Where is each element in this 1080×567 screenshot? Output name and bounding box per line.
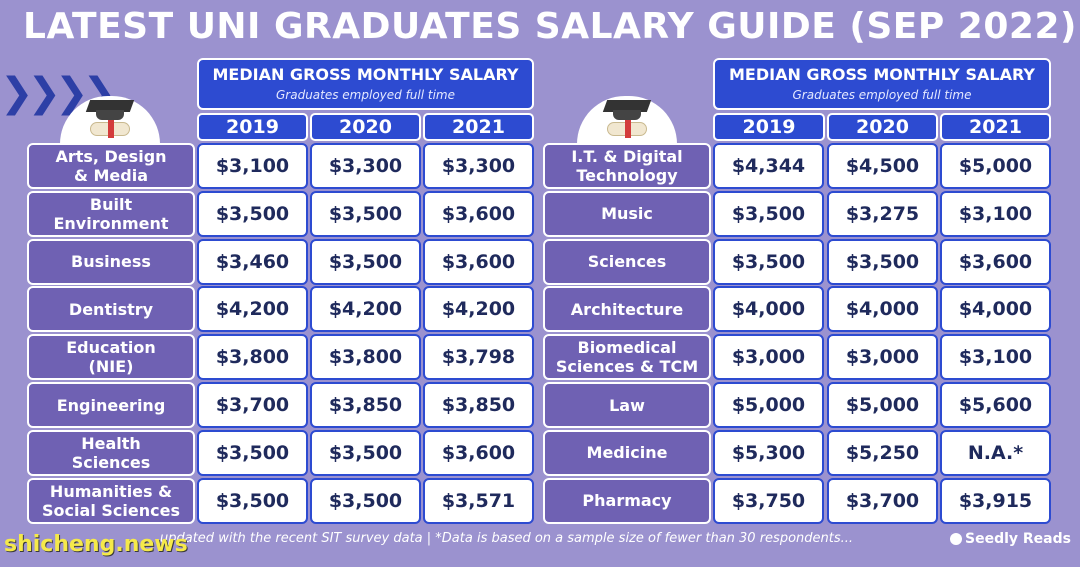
salary-cell: $4,344 [713, 143, 824, 189]
salary-cell: $4,000 [827, 286, 938, 333]
salary-cell: $3,000 [713, 334, 824, 381]
salary-cell: $3,100 [940, 334, 1051, 381]
salary-cell: $3,100 [940, 190, 1051, 237]
field-label: Biomedical Sciences & TCM [543, 334, 711, 381]
salary-cell: $3,500 [827, 238, 938, 285]
salary-cell: $4,200 [310, 286, 421, 333]
salary-cell: $4,200 [197, 286, 308, 333]
brand-name: Seedly Reads [965, 531, 1071, 547]
salary-cell: $3,700 [827, 477, 938, 524]
field-label: Music [543, 190, 711, 237]
header-title: MEDIAN GROSS MONTHLY SALARY [212, 65, 519, 84]
brand-logo: Seedly Reads [950, 531, 1071, 547]
salary-cell: $3,750 [713, 477, 824, 524]
salary-cell: $5,000 [827, 382, 938, 428]
field-label: Health Sciences [27, 429, 195, 476]
field-label: Built Environment [27, 190, 195, 237]
salary-cell: $4,000 [713, 286, 824, 333]
salary-cell: $3,460 [197, 238, 308, 285]
salary-cell: N.A.* [940, 429, 1051, 476]
salary-cell: $3,500 [310, 190, 421, 237]
header-subtitle: Graduates employed full time [792, 88, 972, 102]
field-label: Sciences [543, 238, 711, 285]
salary-cell: $5,250 [827, 429, 938, 476]
salary-cell: $3,915 [940, 477, 1051, 524]
year-header-2019: 2019 [713, 113, 825, 141]
field-label: Dentistry [27, 286, 195, 333]
salary-cell: $3,600 [423, 190, 534, 237]
salary-cell: $3,500 [310, 238, 421, 285]
page-title: LATEST UNI GRADUATES SALARY GUIDE (SEP 2… [23, 6, 1077, 47]
header-title: MEDIAN GROSS MONTHLY SALARY [729, 65, 1035, 84]
field-label: Business [27, 238, 195, 285]
salary-cell: $3,500 [197, 190, 308, 237]
year-header-2021: 2021 [940, 113, 1051, 141]
salary-cell: $3,571 [423, 477, 534, 524]
field-label: Education (NIE) [27, 334, 195, 381]
salary-cell: $3,500 [197, 477, 308, 524]
field-label: I.T. & Digital Technology [543, 143, 711, 189]
field-label: Medicine [543, 429, 711, 476]
year-header-2020: 2020 [827, 113, 938, 141]
salary-cell: $3,500 [713, 190, 824, 237]
salary-cell: $3,500 [713, 238, 824, 285]
field-label: Law [543, 382, 711, 428]
salary-cell: $5,000 [713, 382, 824, 428]
salary-cell: $4,000 [940, 286, 1051, 333]
salary-cell: $3,500 [310, 477, 421, 524]
salary-cell: $3,850 [310, 382, 421, 428]
salary-cell: $3,800 [310, 334, 421, 381]
watermark: shicheng.news [4, 532, 188, 557]
salary-cell: $3,500 [197, 429, 308, 476]
salary-cell: $3,800 [197, 334, 308, 381]
salary-header-left: MEDIAN GROSS MONTHLY SALARY Graduates em… [197, 58, 534, 110]
salary-cell: $3,300 [310, 143, 421, 189]
salary-cell: $3,000 [827, 334, 938, 381]
salary-cell: $5,000 [940, 143, 1051, 189]
salary-cell: $3,600 [423, 429, 534, 476]
salary-cell: $3,798 [423, 334, 534, 381]
field-label: Arts, Design & Media [27, 143, 195, 189]
graduation-cap-icon [577, 96, 677, 144]
salary-cell: $3,300 [423, 143, 534, 189]
field-label: Architecture [543, 286, 711, 333]
salary-header-right: MEDIAN GROSS MONTHLY SALARY Graduates em… [713, 58, 1051, 110]
field-label: Pharmacy [543, 477, 711, 524]
salary-cell: $3,600 [940, 238, 1051, 285]
field-label: Humanities & Social Sciences [27, 477, 195, 524]
salary-cell: $5,300 [713, 429, 824, 476]
field-label: Engineering [27, 382, 195, 428]
header-subtitle: Graduates employed full time [275, 88, 456, 102]
salary-cell: $3,850 [423, 382, 534, 428]
year-header-2021: 2021 [423, 113, 534, 141]
salary-cell: $3,700 [197, 382, 308, 428]
salary-cell: $3,500 [310, 429, 421, 476]
salary-cell: $4,500 [827, 143, 938, 189]
year-header-2020: 2020 [310, 113, 421, 141]
footnote: updated with the recent SIT survey data … [160, 531, 854, 546]
year-header-2019: 2019 [197, 113, 308, 141]
salary-cell: $4,200 [423, 286, 534, 333]
seedly-logo-icon [950, 533, 962, 545]
salary-cell: $3,100 [197, 143, 308, 189]
salary-cell: $5,600 [940, 382, 1051, 428]
salary-cell: $3,600 [423, 238, 534, 285]
salary-cell: $3,275 [827, 190, 938, 237]
